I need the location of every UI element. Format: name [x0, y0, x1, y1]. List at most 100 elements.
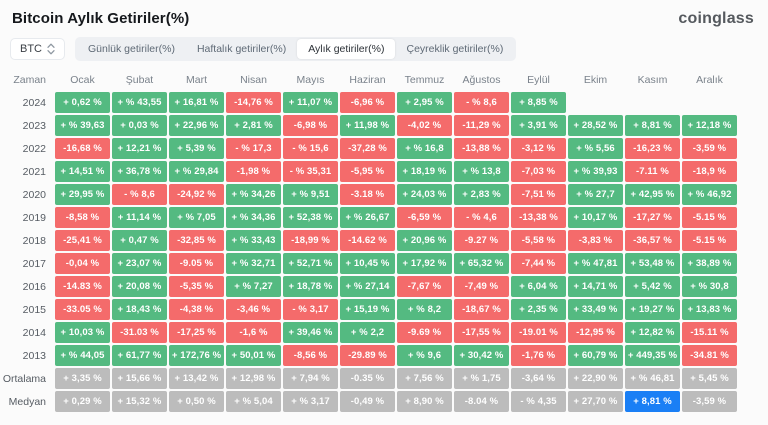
return-cell[interactable]: + 30,42 % [454, 345, 509, 366]
return-cell[interactable]: - % 8,6 [112, 184, 167, 205]
return-cell[interactable]: + % 26,67 [340, 207, 395, 228]
return-cell[interactable]: -3.18 % [340, 184, 395, 205]
return-cell[interactable]: + 2,83 % [454, 184, 509, 205]
return-cell[interactable]: + 18,19 % [397, 161, 452, 182]
return-cell[interactable]: + 0,50 % [169, 391, 224, 412]
return-cell[interactable]: + 53,48 % [625, 253, 680, 274]
return-cell[interactable]: + % 2,2 [340, 322, 395, 343]
return-cell[interactable]: -4,02 % [397, 115, 452, 136]
return-cell[interactable]: + 7,56 % [397, 368, 452, 389]
return-cell[interactable]: + % 27,14 [340, 276, 395, 297]
return-cell[interactable]: + 38,89 % [682, 253, 737, 274]
return-cell[interactable]: - % 4,6 [454, 207, 509, 228]
return-cell[interactable]: -5,95 % [340, 161, 395, 182]
return-cell[interactable]: -3,12 % [511, 138, 566, 159]
return-cell[interactable]: + % 3,17 [283, 391, 338, 412]
return-cell[interactable]: + 8,90 % [397, 391, 452, 412]
return-cell[interactable]: -24,92 % [169, 184, 224, 205]
return-cell[interactable]: -5.15 % [682, 207, 737, 228]
return-cell[interactable]: + 14,51 % [55, 161, 110, 182]
return-cell[interactable]: + % 7,05 [169, 207, 224, 228]
return-cell[interactable]: -4,38 % [169, 299, 224, 320]
return-cell[interactable]: -13,38 % [511, 207, 566, 228]
return-cell[interactable]: + 172,76 % [169, 345, 224, 366]
return-cell[interactable]: - % 3,17 [283, 299, 338, 320]
return-cell[interactable]: - % 15,6 [283, 138, 338, 159]
return-cell[interactable]: + 6,04 % [511, 276, 566, 297]
return-cell[interactable]: + 18,43 % [112, 299, 167, 320]
return-cell[interactable]: -9.27 % [454, 230, 509, 251]
return-cell[interactable]: + 29,95 % [55, 184, 110, 205]
return-cell[interactable]: -17,25 % [169, 322, 224, 343]
return-cell[interactable]: + % 34,26 [226, 184, 281, 205]
return-cell[interactable]: + % 1,75 [454, 368, 509, 389]
return-cell[interactable]: + % 44,05 [55, 345, 110, 366]
return-cell[interactable]: + % 9,51 [283, 184, 338, 205]
return-cell[interactable]: + 12,18 % [682, 115, 737, 136]
return-cell[interactable]: + 20,08 % [112, 276, 167, 297]
return-cell[interactable]: -6,59 % [397, 207, 452, 228]
return-cell[interactable]: -3,83 % [568, 230, 623, 251]
return-cell[interactable]: + 11,98 % [340, 115, 395, 136]
return-cell[interactable]: + 60,79 % [568, 345, 623, 366]
return-cell[interactable]: -33.05 % [55, 299, 110, 320]
return-cell[interactable]: -36,57 % [625, 230, 680, 251]
return-cell[interactable]: + 5,42 % [625, 276, 680, 297]
return-cell[interactable]: + % 9,6 [397, 345, 452, 366]
return-cell[interactable]: + 8,85 % [511, 92, 566, 113]
return-cell[interactable]: + 12,98 % [226, 368, 281, 389]
return-cell[interactable]: + 0,03 % [112, 115, 167, 136]
return-cell[interactable]: -14.83 % [55, 276, 110, 297]
return-cell[interactable]: - % 17,3 [226, 138, 281, 159]
return-cell[interactable]: + 33,49 % [568, 299, 623, 320]
return-cell[interactable]: + 42,95 % [625, 184, 680, 205]
return-cell[interactable]: -29.89 % [340, 345, 395, 366]
return-cell[interactable]: + 3,91 % [511, 115, 566, 136]
return-cell[interactable]: + 22,90 % [568, 368, 623, 389]
return-cell[interactable]: - % 35,31 [283, 161, 338, 182]
return-cell[interactable]: + % 30,8 [682, 276, 737, 297]
return-cell[interactable]: + 0,29 % [55, 391, 110, 412]
return-cell[interactable]: + 20,96 % [397, 230, 452, 251]
return-cell[interactable]: -25,41 % [55, 230, 110, 251]
return-cell[interactable]: -16,68 % [55, 138, 110, 159]
return-cell[interactable]: + 10,03 % [55, 322, 110, 343]
return-cell[interactable]: -7,51 % [511, 184, 566, 205]
coin-selector[interactable]: BTC [10, 38, 65, 60]
return-cell[interactable]: + 8,81 % [625, 391, 680, 412]
return-cell[interactable]: + 5,45 % [682, 368, 737, 389]
return-cell[interactable]: -12,95 % [568, 322, 623, 343]
return-cell[interactable]: -32,85 % [169, 230, 224, 251]
return-cell[interactable]: -0,49 % [340, 391, 395, 412]
return-cell[interactable]: -8,58 % [55, 207, 110, 228]
return-cell[interactable]: -31.03 % [112, 322, 167, 343]
return-cell[interactable]: + 52,38 % [283, 207, 338, 228]
return-cell[interactable]: + 52,71 % [283, 253, 338, 274]
return-cell[interactable]: -3,59 % [682, 391, 737, 412]
return-cell[interactable]: + 61,77 % [112, 345, 167, 366]
return-cell[interactable]: -3,59 % [682, 138, 737, 159]
return-cell[interactable]: + 15,19 % [340, 299, 395, 320]
return-cell[interactable]: - % 8,6 [454, 92, 509, 113]
return-cell[interactable]: -34.81 % [682, 345, 737, 366]
return-cell[interactable]: + 23,07 % [112, 253, 167, 274]
return-cell[interactable]: -9.69 % [397, 322, 452, 343]
return-cell[interactable]: - % 4,35 [511, 391, 566, 412]
return-cell[interactable]: + 0,47 % [112, 230, 167, 251]
return-cell[interactable]: -3,64 % [511, 368, 566, 389]
tab-monthly[interactable]: Aylık getiriler(%) [297, 39, 396, 59]
return-cell[interactable]: + 3,35 % [55, 368, 110, 389]
return-cell[interactable]: + % 27,7 [568, 184, 623, 205]
return-cell[interactable]: + 10,45 % [340, 253, 395, 274]
return-cell[interactable]: + % 5,56 [568, 138, 623, 159]
return-cell[interactable]: + 13,42 % [169, 368, 224, 389]
return-cell[interactable]: -13,88 % [454, 138, 509, 159]
return-cell[interactable]: -17,27 % [625, 207, 680, 228]
return-cell[interactable]: + % 34,36 [226, 207, 281, 228]
return-cell[interactable]: -19.01 % [511, 322, 566, 343]
return-cell[interactable]: + 12,82 % [625, 322, 680, 343]
return-cell[interactable]: + 16,81 % [169, 92, 224, 113]
return-cell[interactable]: -5,35 % [169, 276, 224, 297]
return-cell[interactable]: -7,49 % [454, 276, 509, 297]
return-cell[interactable]: -7,44 % [511, 253, 566, 274]
